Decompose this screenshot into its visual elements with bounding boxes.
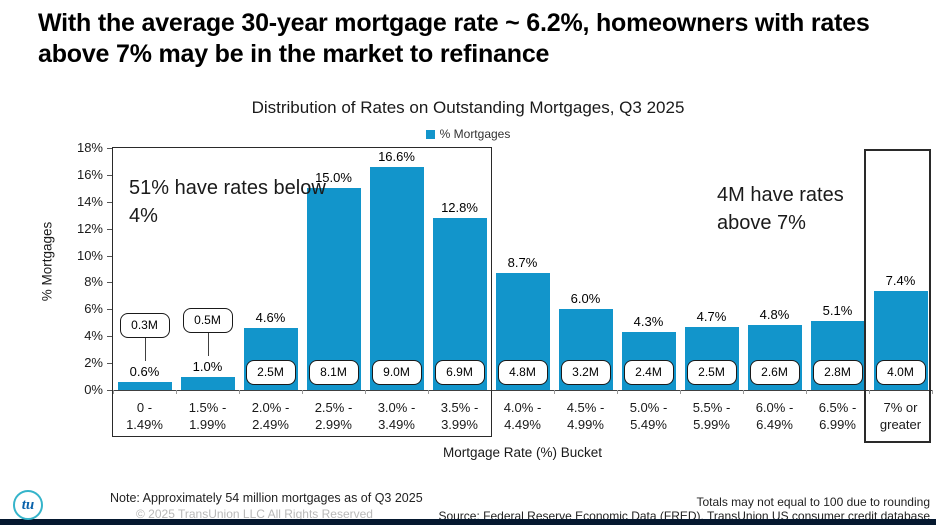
y-axis-tick-label: 14%: [76, 193, 103, 209]
bar-value-label: 4.6%: [255, 310, 286, 326]
bar-value-label: 4.7%: [696, 308, 727, 324]
y-axis-tick: [107, 255, 113, 257]
bar: [369, 166, 424, 390]
bar-value-label: 4.8%: [759, 307, 790, 323]
chart-title: Distribution of Rates on Outstanding Mor…: [251, 98, 685, 117]
bar-count-badge: 3.2M: [560, 360, 611, 385]
x-axis-tick: [554, 390, 555, 394]
bar-count-badge: 2.8M: [812, 360, 863, 385]
x-axis-tick: [302, 390, 303, 394]
y-axis-tick-label: 10%: [76, 247, 103, 263]
x-axis-tick: [491, 390, 492, 394]
x-axis-category-label: 2.0% - 2.49%: [251, 400, 290, 432]
x-axis-category-label: 3.5% - 3.99%: [440, 400, 479, 432]
x-axis-tick: [869, 390, 870, 394]
bar-value-label: 4.3%: [633, 314, 664, 330]
bar-value-label: 12.8%: [441, 199, 478, 215]
x-axis-tick: [239, 390, 240, 394]
y-axis-tick-label: 2%: [84, 355, 103, 371]
y-axis-tick: [107, 309, 113, 311]
y-axis-tick-label: 0%: [84, 382, 103, 397]
y-axis-tick-label: 4%: [84, 328, 103, 344]
x-axis-category-label: 0 - 1.49%: [126, 400, 163, 432]
bar-count-badge: 2.5M: [245, 360, 296, 385]
bar-callout-leader: [144, 337, 146, 361]
bar-count-badge: 2.6M: [749, 360, 800, 385]
y-axis-tick: [107, 174, 113, 176]
bar-count-badge: 2.4M: [623, 360, 674, 385]
bottom-brand-bar: [0, 519, 936, 525]
bar: [117, 381, 172, 390]
bar-value-label: 5.1%: [822, 303, 853, 319]
bar-count-badge: 0.5M: [182, 307, 233, 333]
x-axis-category-label: 2.5% - 2.99%: [314, 400, 353, 432]
rounding-note: Totals may not equal to 100 due to round…: [696, 495, 931, 509]
x-axis-tick: [176, 390, 177, 394]
y-axis-tick: [107, 228, 113, 230]
y-axis-tick-label: 16%: [76, 166, 103, 182]
bar: [306, 188, 361, 390]
bar-count-badge: 8.1M: [308, 360, 359, 385]
legend-swatch-icon: [425, 129, 435, 139]
x-axis-title: Mortgage Rate (%) Bucket: [442, 445, 603, 460]
bar-count-badge: 6.9M: [434, 360, 485, 385]
x-axis-category-label: 7% or greater: [879, 400, 922, 432]
bar-value-label: 7.4%: [885, 272, 916, 288]
y-axis-tick: [107, 390, 113, 391]
x-axis-category-label: 4.5% - 4.99%: [566, 400, 605, 432]
bar-count-badge: 9.0M: [371, 360, 422, 385]
bar-count-badge: 4.8M: [497, 360, 548, 385]
y-axis-tick: [107, 201, 113, 203]
bar-value-label: 8.7%: [507, 255, 538, 271]
annotation-below-4-percent: 51% have rates below 4%: [129, 177, 326, 227]
x-axis-category-label: 5.5% - 5.99%: [692, 400, 731, 432]
x-axis-category-label: 1.5% - 1.99%: [188, 400, 227, 432]
x-axis-tick: [365, 390, 366, 394]
y-axis-tick: [107, 363, 113, 365]
x-axis-tick: [617, 390, 618, 394]
annotation-above-7-percent: 4M have rates above 7%: [717, 184, 844, 234]
bar-value-label: 0.6%: [129, 363, 160, 379]
plot-area: % Mortgages 51% have rates below 4% 4M h…: [40, 140, 933, 460]
y-axis-tick-label: 18%: [76, 140, 103, 155]
transunion-logo-icon: tu: [13, 490, 43, 520]
bar-value-label: 1.0%: [192, 358, 223, 374]
y-axis-tick-label: 6%: [84, 301, 103, 317]
x-axis-category-label: 4.0% - 4.49%: [503, 400, 542, 432]
x-axis-tick: [680, 390, 681, 394]
bar-value-label: 16.6%: [378, 148, 415, 164]
x-axis-category-label: 5.0% - 5.49%: [629, 400, 668, 432]
y-axis-tick-label: 8%: [84, 274, 103, 290]
page-title: With the average 30-year mortgage rate ~…: [38, 9, 870, 68]
chart-legend: % Mortgages: [0, 127, 936, 141]
copyright-text: © 2025 TransUnion LLC All Rights Reserve…: [136, 507, 373, 521]
bar-count-badge: 2.5M: [686, 360, 737, 385]
legend-label: % Mortgages: [439, 127, 511, 141]
bar-value-label: 15.0%: [315, 170, 352, 186]
x-axis-category-label: 6.0% - 6.49%: [755, 400, 794, 432]
y-axis-tick: [107, 282, 113, 284]
x-axis-tick: [743, 390, 744, 394]
footnote: Note: Approximately 54 million mortgages…: [110, 491, 423, 505]
x-axis-tick: [113, 390, 114, 394]
bar: [180, 376, 235, 390]
x-axis-category-label: 6.5% - 6.99%: [818, 400, 857, 432]
x-axis-category-label: 3.0% - 3.49%: [377, 400, 416, 432]
x-axis-tick: [932, 390, 933, 394]
bar-callout-leader: [207, 332, 209, 356]
x-axis-tick: [428, 390, 429, 394]
y-axis-tick-label: 12%: [76, 220, 103, 236]
x-axis-tick: [806, 390, 807, 394]
bar-value-label: 6.0%: [570, 291, 601, 307]
bar-count-badge: 0.3M: [119, 312, 170, 338]
y-axis-tick: [107, 148, 113, 149]
bar-count-badge: 4.0M: [875, 360, 926, 385]
y-axis-tick: [107, 336, 113, 338]
